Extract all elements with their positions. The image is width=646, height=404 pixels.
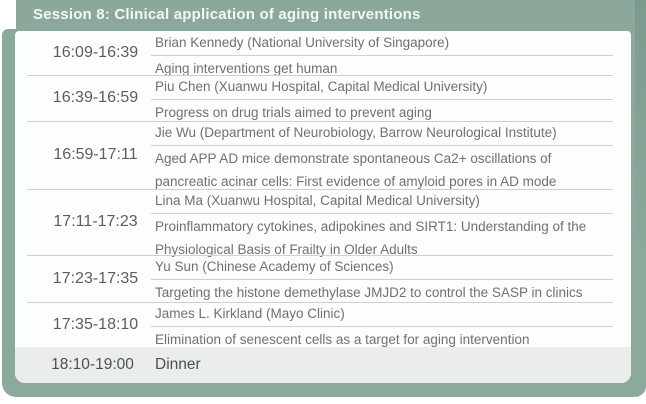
time-slot: 17:23-17:35 (52, 269, 139, 287)
time-slot: 16:59-17:11 (53, 146, 138, 163)
talk-cell: James L. Kirkland (Mayo Clinic) Eliminat… (151, 302, 631, 347)
speaker-name: Yu Sun (Chinese Academy of Sciences) (155, 259, 394, 274)
inner-divider (151, 279, 613, 280)
talk-title-line2: Physiological Basis of Frailty in Older … (155, 242, 418, 257)
talk-title-line2: pancreatic acinar cells: First evidence … (155, 174, 557, 189)
talk-cell: Jie Wu (Department of Neurobiology, Barr… (151, 121, 631, 189)
schedule-row: 17:23-17:35 Yu Sun (Chinese Academy of S… (15, 255, 631, 302)
dinner-label: Dinner (155, 356, 201, 373)
inner-divider (151, 99, 613, 100)
speaker-name: Lina Ma (Xuanwu Hospital, Capital Medica… (155, 193, 480, 208)
schedule-row: 17:11-17:23 Lina Ma (Xuanwu Hospital, Ca… (15, 189, 631, 257)
talk-cell: Yu Sun (Chinese Academy of Sciences) Tar… (151, 255, 631, 302)
talk-cell: Lina Ma (Xuanwu Hospital, Capital Medica… (151, 189, 631, 257)
talk-cell: Piu Chen (Xuanwu Hospital, Capital Medic… (151, 75, 631, 121)
schedule-row: 17:35-18:10 James L. Kirkland (Mayo Clin… (15, 302, 631, 347)
talk-title: Elimination of senescent cells as a targ… (155, 332, 530, 347)
card-right-edge (635, 0, 646, 397)
time-slot: 16:09-16:39 (52, 44, 139, 61)
talk-title: Progress on drug trials aimed to prevent… (155, 105, 432, 120)
speaker-name: James L. Kirkland (Mayo Clinic) (155, 306, 345, 321)
session-header-band: Session 8: Clinical application of aging… (16, 0, 646, 29)
inner-divider (151, 55, 613, 56)
session-title: Session 8: Clinical application of aging… (33, 6, 421, 23)
schedule-row: 16:39-16:59 Piu Chen (Xuanwu Hospital, C… (15, 75, 631, 121)
talk-title: Proinflammatory cytokines, adipokines an… (155, 219, 587, 234)
talk-title: Aged APP AD mice demonstrate spontaneous… (155, 151, 552, 166)
dinner-row: 18:10-19:00 Dinner (15, 347, 631, 383)
talk-title: Targeting the histone demethylase JMJD2 … (155, 285, 583, 300)
time-slot: 18:10-19:00 (51, 356, 134, 373)
talk-title: Aging interventions get human (155, 61, 338, 76)
time-slot: 17:11-17:23 (53, 213, 138, 230)
inner-divider (151, 145, 613, 146)
schedule-row: 16:09-16:39 Brian Kennedy (National Univ… (15, 31, 631, 76)
time-slot: 17:35-18:10 (52, 315, 139, 333)
inner-divider (151, 213, 613, 214)
inner-divider (151, 326, 613, 327)
schedule-row: 16:59-17:11 Jie Wu (Department of Neurob… (15, 121, 631, 189)
time-slot: 16:39-16:59 (52, 89, 139, 106)
speaker-name: Piu Chen (Xuanwu Hospital, Capital Medic… (155, 79, 488, 94)
talk-cell: Brian Kennedy (National University of Si… (151, 31, 631, 76)
speaker-name: Jie Wu (Department of Neurobiology, Barr… (155, 125, 557, 140)
speaker-name: Brian Kennedy (National University of Si… (155, 35, 450, 50)
schedule-table: 16:09-16:39 Brian Kennedy (National Univ… (15, 31, 631, 383)
